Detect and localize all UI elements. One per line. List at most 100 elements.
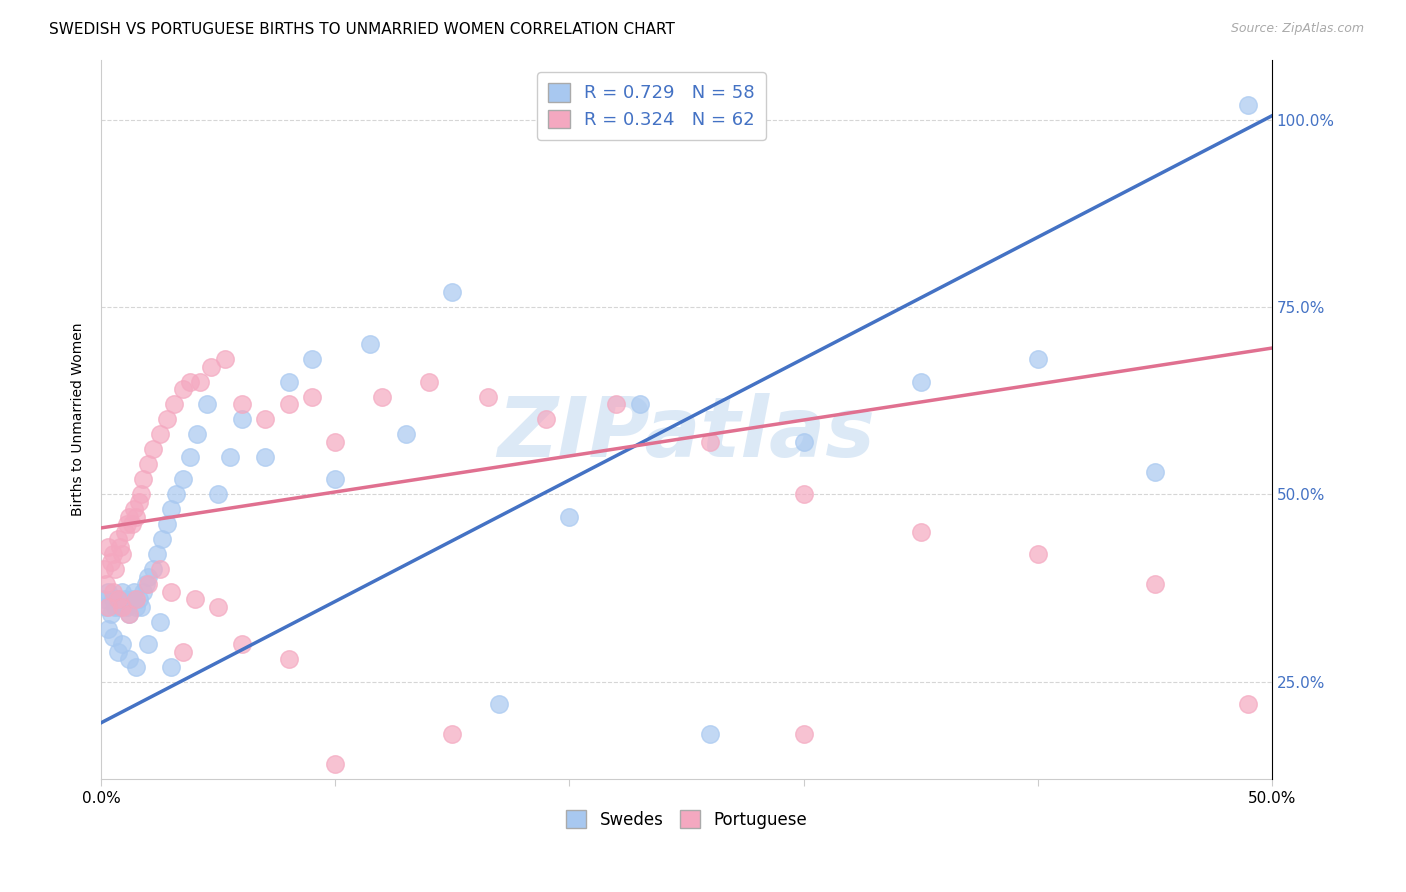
Point (118, 652, 141, 666)
Point (477, 390, 499, 404)
Point (108, 599, 131, 614)
Point (254, 412, 277, 426)
Point (118, 607, 141, 621)
Point (558, 509, 581, 524)
Point (207, 599, 229, 614)
Point (186, 427, 208, 442)
Point (142, 442, 165, 457)
Point (301, 352, 323, 367)
Point (172, 382, 194, 396)
Point (111, 599, 134, 614)
Y-axis label: Births to Unmarried Women: Births to Unmarried Women (72, 323, 86, 516)
Point (277, 652, 299, 666)
Point (104, 599, 127, 614)
Point (97, 599, 120, 614)
Point (94, 577, 117, 591)
Point (125, 659, 148, 673)
Point (100, 607, 122, 621)
Point (101, 584, 124, 599)
Point (150, 532, 173, 546)
Point (122, 502, 145, 516)
Point (97, 584, 120, 599)
Point (184, 592, 207, 607)
Point (136, 637, 159, 651)
Point (910, 375, 932, 389)
Point (301, 390, 323, 404)
Point (179, 375, 201, 389)
Point (101, 630, 124, 644)
Point (1026, 352, 1049, 367)
Point (441, 727, 464, 741)
Point (125, 599, 148, 614)
Point (149, 615, 172, 629)
Point (97, 622, 120, 636)
Point (200, 359, 222, 374)
Point (165, 487, 187, 501)
Point (160, 584, 183, 599)
Point (160, 659, 183, 673)
Point (793, 434, 815, 449)
Point (195, 397, 218, 411)
Point (121, 592, 143, 607)
Point (418, 375, 440, 389)
Point (118, 509, 141, 524)
Legend: Swedes, Portuguese: Swedes, Portuguese (560, 804, 814, 835)
Point (488, 697, 510, 711)
Point (1026, 547, 1049, 561)
Point (94, 599, 117, 614)
Point (122, 584, 145, 599)
Point (188, 375, 211, 389)
Point (277, 397, 299, 411)
Point (207, 487, 229, 501)
Point (149, 562, 172, 576)
Point (277, 375, 299, 389)
Point (101, 592, 124, 607)
Text: ZIPatlas: ZIPatlas (498, 393, 876, 475)
Point (793, 727, 815, 741)
Point (254, 450, 277, 464)
Point (111, 584, 134, 599)
Point (136, 577, 159, 591)
Point (114, 592, 136, 607)
Point (156, 517, 179, 532)
Point (125, 509, 148, 524)
Point (136, 569, 159, 583)
Point (136, 457, 159, 471)
Point (129, 487, 152, 501)
Point (371, 390, 394, 404)
Point (93, 592, 115, 607)
Point (125, 592, 148, 607)
Point (534, 412, 557, 426)
Point (163, 397, 186, 411)
Point (910, 524, 932, 539)
Text: SWEDISH VS PORTUGUESE BIRTHS TO UNMARRIED WOMEN CORRELATION CHART: SWEDISH VS PORTUGUESE BIRTHS TO UNMARRIE… (49, 22, 675, 37)
Point (325, 434, 347, 449)
Point (135, 577, 157, 591)
Point (104, 562, 127, 576)
Point (1237, 97, 1260, 112)
Point (100, 555, 122, 569)
Point (97, 540, 120, 554)
Point (101, 547, 124, 561)
Point (132, 584, 155, 599)
Point (231, 637, 253, 651)
Point (1143, 577, 1166, 591)
Point (128, 494, 150, 508)
Point (107, 532, 129, 546)
Point (558, 802, 581, 816)
Point (359, 337, 381, 351)
Text: Source: ZipAtlas.com: Source: ZipAtlas.com (1230, 22, 1364, 36)
Point (121, 517, 143, 532)
Point (394, 427, 416, 442)
Point (325, 756, 347, 771)
Point (325, 472, 347, 486)
Point (146, 547, 169, 561)
Point (128, 592, 150, 607)
Point (108, 540, 131, 554)
Point (107, 592, 129, 607)
Point (231, 412, 253, 426)
Point (699, 434, 721, 449)
Point (172, 644, 194, 658)
Point (793, 487, 815, 501)
Point (1143, 465, 1166, 479)
